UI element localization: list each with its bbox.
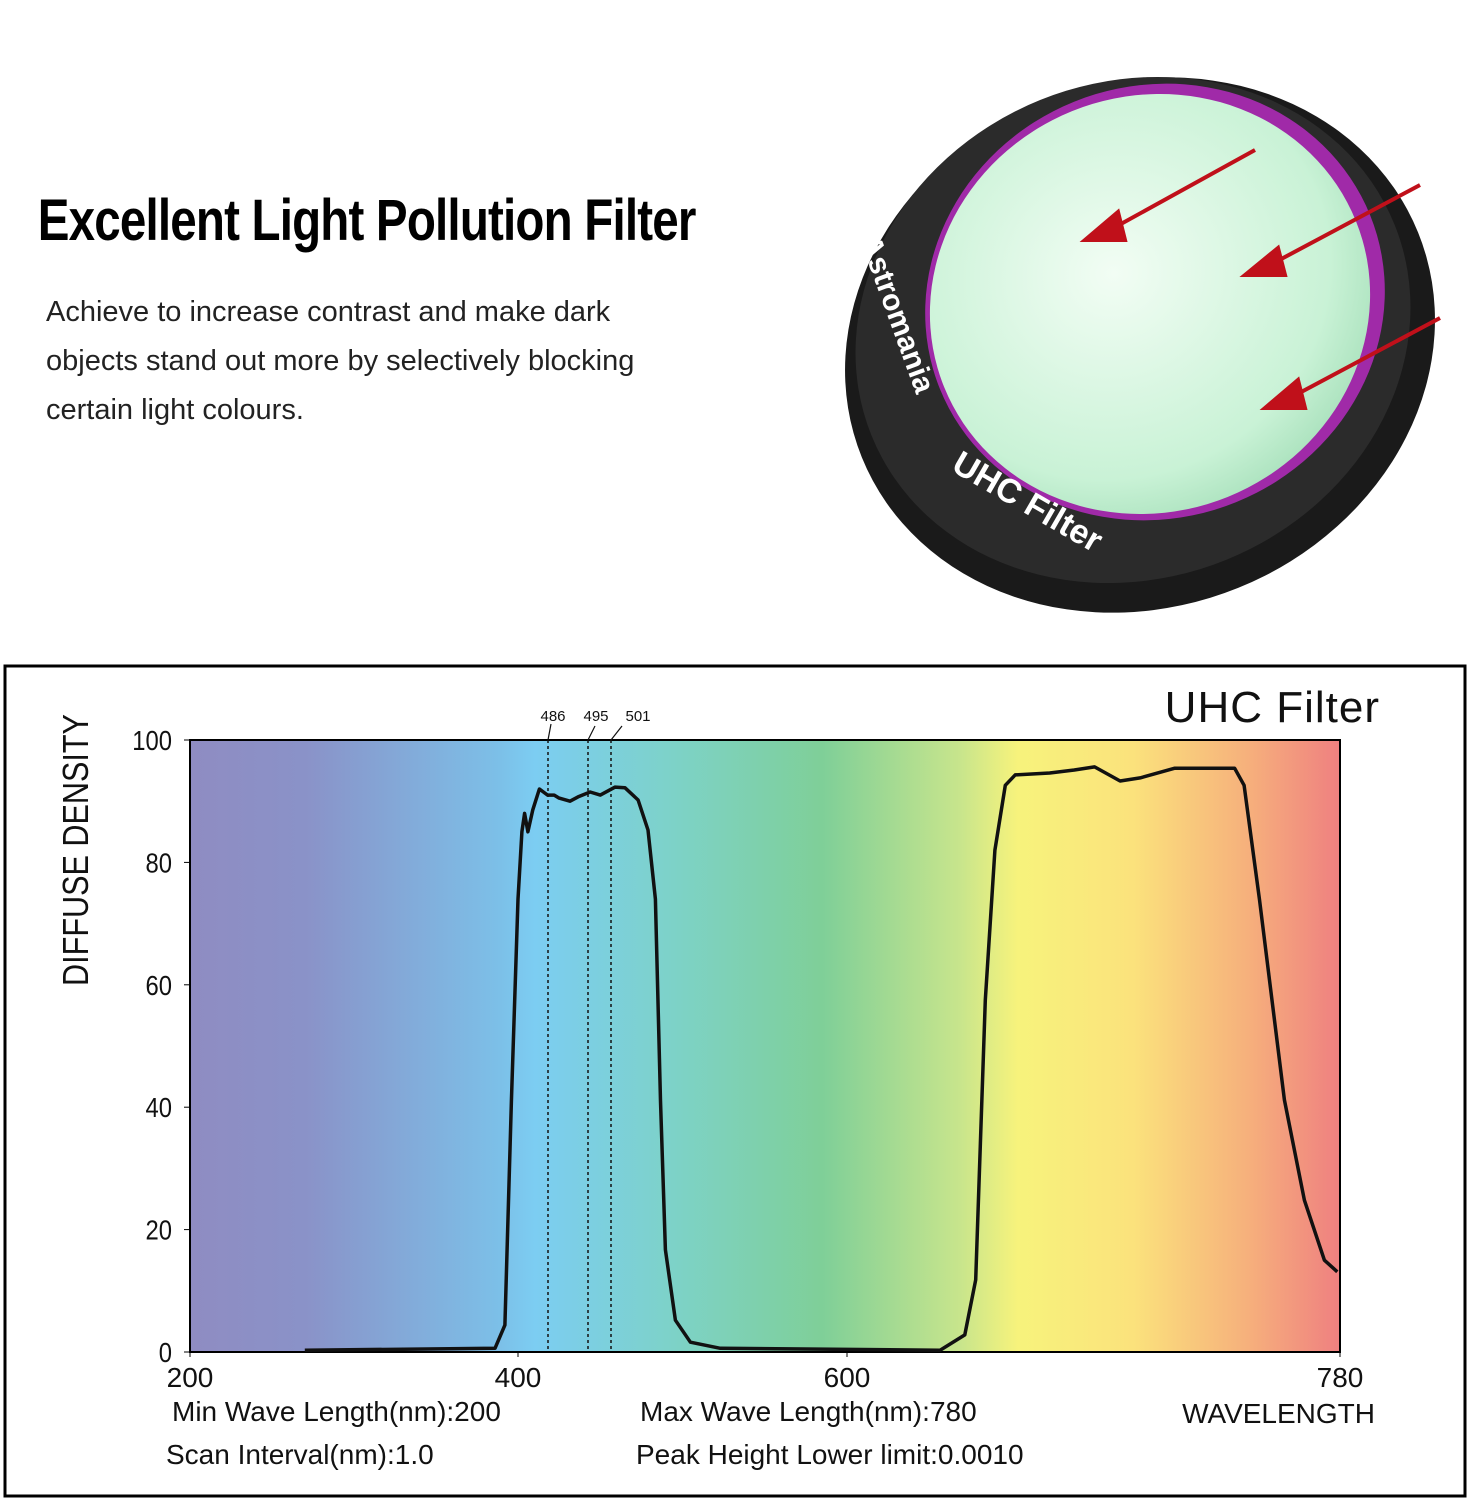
filter-illustration: Astromania UHC Filter bbox=[845, 76, 1441, 613]
header-text: certain light colours. bbox=[46, 394, 304, 426]
chart-title: UHC Filter bbox=[1165, 683, 1380, 732]
annotation-lines bbox=[547, 740, 612, 1352]
filter-glass bbox=[929, 93, 1371, 515]
y-tick-label: 100 bbox=[132, 724, 172, 756]
chart-frame bbox=[3, 664, 1467, 1498]
x-tick-label: 600 bbox=[824, 1362, 871, 1393]
annotation: 486 bbox=[540, 708, 565, 725]
header-text: Achieve to increase contrast and make da… bbox=[46, 296, 611, 328]
note: Peak Height Lower limit:0.0010 bbox=[636, 1439, 1024, 1470]
y-tick-label: 20 bbox=[146, 1214, 172, 1246]
x-tick-label: 200 bbox=[167, 1362, 214, 1393]
header-title: Excellent Light Pollution Filter bbox=[38, 189, 696, 254]
y-tick-label: 40 bbox=[146, 1091, 172, 1123]
annotation: 495 bbox=[583, 708, 608, 725]
note: Max Wave Length(nm):780 bbox=[640, 1396, 977, 1427]
y-tick-label: 0 bbox=[159, 1336, 172, 1368]
y-axis-label: DIFFUSE DENSITY bbox=[57, 714, 97, 986]
y-tick-label: 80 bbox=[146, 847, 172, 879]
series-line bbox=[304, 765, 1339, 1352]
note: Scan Interval(nm):1.0 bbox=[166, 1439, 434, 1470]
arrows bbox=[1079, 148, 1441, 410]
y-tick-label: 60 bbox=[146, 969, 172, 1001]
x-axis-label: WAVELENGTH bbox=[1182, 1398, 1375, 1429]
note: Min Wave Length(nm):200 bbox=[172, 1396, 501, 1427]
annotation-leaders bbox=[547, 723, 623, 741]
plot-area bbox=[189, 739, 1341, 1353]
annotation: 501 bbox=[625, 708, 650, 725]
header-text: objects stand out more by selectively bl… bbox=[46, 345, 634, 377]
x-tick-label: 780 bbox=[1317, 1362, 1364, 1393]
x-tick-label: 400 bbox=[495, 1362, 542, 1393]
